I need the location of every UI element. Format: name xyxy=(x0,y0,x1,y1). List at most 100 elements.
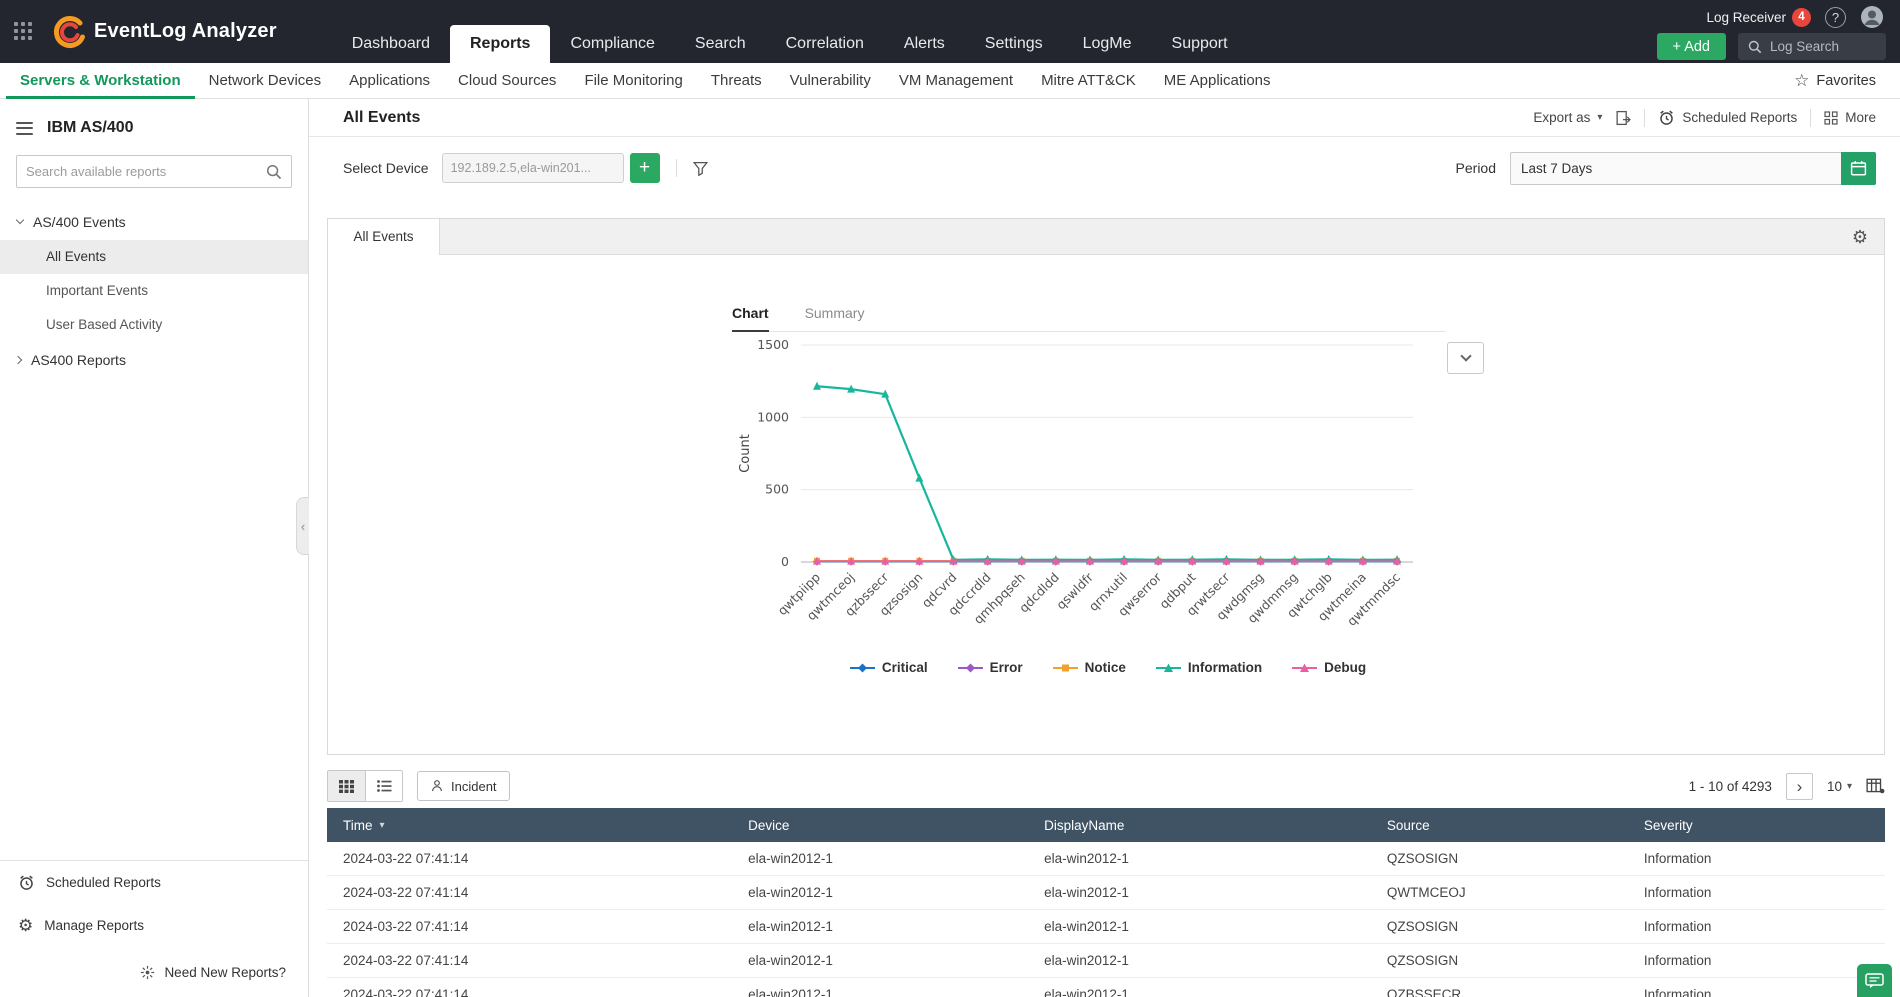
topnav-settings[interactable]: Settings xyxy=(984,35,1043,52)
chart-tabs: Chart Summary xyxy=(732,305,1446,332)
table-cell: QZSOSIGN xyxy=(1386,919,1459,934)
add-button[interactable]: + Add xyxy=(1656,33,1726,60)
subnav-me-applications[interactable]: ME Applications xyxy=(1163,71,1271,89)
column-header-severity[interactable]: Severity xyxy=(1643,817,1693,833)
topnav-alerts[interactable]: Alerts xyxy=(903,35,945,52)
period-field xyxy=(1510,151,1876,185)
subnav-applications[interactable]: Applications xyxy=(349,71,431,89)
table-cell: ela-win2012-1 xyxy=(1044,851,1129,866)
chart-area: Chart Summary 0 500 1000 1500 Count qwtpiipp q… xyxy=(328,255,1884,755)
scheduled-reports-button[interactable]: Scheduled Reports xyxy=(1658,109,1797,126)
table-cell: ela-win2012-1 xyxy=(1044,919,1129,934)
more-button[interactable]: More xyxy=(1824,110,1876,125)
subnav-file-monitoring[interactable]: File Monitoring xyxy=(584,71,683,89)
topnav-logme[interactable]: LogMe xyxy=(1082,35,1132,52)
need-new-reports-link[interactable]: Need New Reports? xyxy=(0,947,308,997)
gear-icon[interactable]: ⚙ xyxy=(1851,226,1868,247)
topnav-search[interactable]: Search xyxy=(694,35,746,52)
table-columns-icon[interactable] xyxy=(1866,778,1885,794)
table-cell: 2024-03-22 07:41:14 xyxy=(343,885,469,900)
chat-widget-button[interactable] xyxy=(1857,964,1892,997)
device-input[interactable] xyxy=(441,153,624,183)
chart-svg: 050010001500Countqwtpiippqwtmceojqzbssec… xyxy=(738,337,1413,629)
column-header-device[interactable]: Device xyxy=(748,817,790,833)
tab-chart[interactable]: Chart xyxy=(732,305,769,332)
table-row[interactable]: 2024-03-22 07:41:14 ela-win2012-1 ela-win2… xyxy=(327,978,1885,997)
sidebar-item-user-based-activity[interactable]: User Based Activity xyxy=(46,317,163,332)
log-search-button[interactable]: Log Search xyxy=(1738,33,1886,60)
sidebar-item-important-events[interactable]: Important Events xyxy=(46,283,149,298)
alarm-clock-icon xyxy=(20,875,33,890)
chevron-down-icon xyxy=(15,215,25,225)
table-row[interactable]: 2024-03-22 07:41:14 ela-win2012-1 ela-win2… xyxy=(327,876,1885,910)
legend-item-debug[interactable]: Debug xyxy=(1292,660,1366,675)
table-cell: ela-win2012-1 xyxy=(748,851,833,866)
subnav-cloud-sources[interactable]: Cloud Sources xyxy=(458,71,557,89)
tab-summary[interactable]: Summary xyxy=(804,305,865,321)
sidebar-item-all-events[interactable]: All Events xyxy=(0,240,308,274)
topnav-support[interactable]: Support xyxy=(1171,35,1228,52)
subnav-network-devices[interactable]: Network Devices xyxy=(208,71,322,89)
add-device-button[interactable]: + xyxy=(629,153,660,183)
report-search-input[interactable] xyxy=(26,164,266,179)
y-axis-label: Count xyxy=(738,434,753,473)
subnav-mitre-att-ck[interactable]: Mitre ATT&CK xyxy=(1041,71,1136,89)
column-header-time[interactable]: Time ▾ xyxy=(343,817,385,833)
manage-reports-link[interactable]: ⚙ Manage Reports xyxy=(0,904,308,947)
legend-item-notice[interactable]: Notice xyxy=(1052,660,1126,675)
period-label: Period xyxy=(1455,160,1496,176)
sidebar-group-as400-events[interactable]: AS/400 Events xyxy=(0,204,308,240)
favorites-button[interactable]: ☆ Favorites xyxy=(1794,72,1900,89)
grid-view-button[interactable] xyxy=(328,771,365,801)
chart-collapse-button[interactable] xyxy=(1447,342,1484,374)
topnav-dashboard[interactable]: Dashboard xyxy=(351,35,430,52)
divider xyxy=(675,159,677,177)
incident-button[interactable]: Incident xyxy=(417,771,510,801)
legend-marker-icon xyxy=(1155,663,1181,672)
search-icon[interactable] xyxy=(266,164,282,180)
legend-item-information[interactable]: Information xyxy=(1155,660,1262,675)
legend-label: Critical xyxy=(881,660,928,675)
subnav-servers-workstation[interactable]: Servers & Workstation xyxy=(6,63,195,99)
filter-row: Select Device + Period xyxy=(309,137,1900,199)
table-body: 2024-03-22 07:41:14 ela-win2012-1 ela-win2… xyxy=(327,842,1885,997)
legend-marker-icon xyxy=(957,663,983,672)
column-header-source[interactable]: Source xyxy=(1386,817,1430,833)
app-launcher-icon[interactable] xyxy=(14,21,34,42)
subnav-vulnerability[interactable]: Vulnerability xyxy=(789,71,871,89)
table-cell: QWTMCEOJ xyxy=(1386,885,1466,900)
list-view-button[interactable] xyxy=(365,771,402,801)
topnav-reports[interactable]: Reports xyxy=(449,25,551,63)
legend-item-error[interactable]: Error xyxy=(957,660,1023,675)
calendar-button[interactable] xyxy=(1841,151,1876,185)
brand[interactable]: EventLog Analyzer xyxy=(50,14,277,50)
log-receiver-link[interactable]: Log Receiver xyxy=(1706,9,1786,25)
help-button[interactable]: ? xyxy=(1825,6,1846,28)
menu-icon[interactable] xyxy=(16,121,33,135)
topnav-compliance[interactable]: Compliance xyxy=(570,35,655,52)
next-page-button[interactable]: › xyxy=(1785,772,1813,800)
scheduled-reports-link[interactable]: Scheduled Reports xyxy=(0,861,308,904)
subnav-vm-management[interactable]: VM Management xyxy=(898,71,1014,89)
tab-all-events[interactable]: All Events xyxy=(328,218,440,255)
page-size-select[interactable]: 10 ▾ xyxy=(1826,778,1852,794)
subnav-threats[interactable]: Threats xyxy=(710,71,762,89)
table-row[interactable]: 2024-03-22 07:41:14 ela-win2012-1 ela-win2… xyxy=(327,944,1885,978)
export-as-button[interactable]: Export as ▾ xyxy=(1533,110,1603,125)
legend-item-critical[interactable]: Critical xyxy=(849,660,928,675)
export-icon[interactable] xyxy=(1615,110,1632,126)
filter-icon[interactable] xyxy=(692,161,708,176)
sidebar-group-as400-reports[interactable]: AS400 Reports xyxy=(0,342,308,378)
user-avatar-icon[interactable] xyxy=(1860,5,1884,29)
column-header-displayname[interactable]: DisplayName xyxy=(1044,817,1125,833)
sidebar-collapse-handle[interactable]: ‹ xyxy=(296,497,309,555)
log-receiver-badge: 4 xyxy=(1792,7,1811,27)
table-cell: Information xyxy=(1643,919,1712,934)
table-row[interactable]: 2024-03-22 07:41:14 ela-win2012-1 ela-win2… xyxy=(327,910,1885,944)
table-row[interactable]: 2024-03-22 07:41:14 ela-win2012-1 ela-win2… xyxy=(327,842,1885,876)
sidebar-group-label: AS/400 Events xyxy=(33,214,126,230)
topnav-correlation[interactable]: Correlation xyxy=(785,35,864,52)
table-cell: ela-win2012-1 xyxy=(748,953,833,968)
divider xyxy=(1810,108,1812,127)
period-input[interactable] xyxy=(1511,152,1875,184)
